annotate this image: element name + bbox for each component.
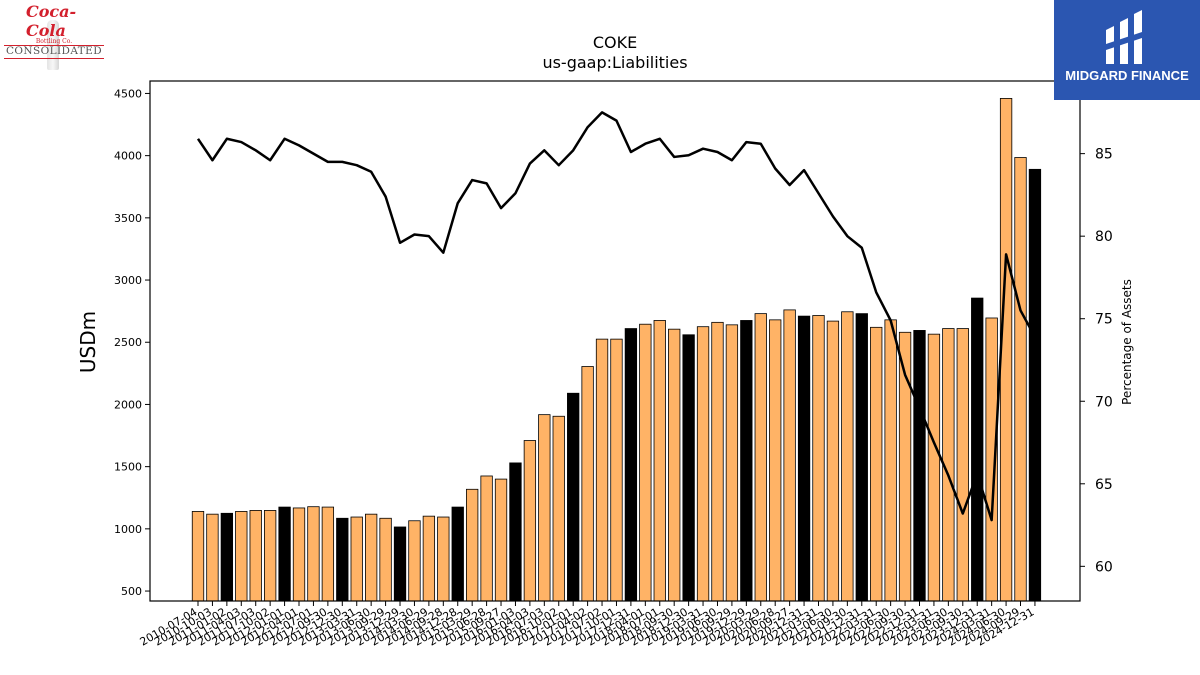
bar — [725, 324, 739, 602]
bar — [552, 415, 565, 602]
bar — [365, 513, 378, 602]
y-tick-label: 4500 — [114, 87, 142, 100]
bar — [336, 517, 349, 602]
bar — [307, 506, 320, 602]
bar — [956, 328, 969, 602]
bar — [509, 462, 522, 602]
bar — [408, 520, 421, 602]
y-tick-label: 1000 — [114, 523, 142, 536]
bar — [682, 334, 695, 602]
bar — [494, 478, 508, 602]
bar — [523, 440, 537, 602]
bar — [466, 488, 479, 602]
bar — [480, 475, 493, 602]
y2-tick-label: 75 — [1095, 312, 1113, 328]
bar — [769, 319, 782, 602]
bar — [711, 321, 724, 602]
bar — [235, 511, 248, 602]
bar — [1014, 157, 1027, 602]
bar — [783, 309, 796, 602]
bar — [812, 315, 825, 602]
bar — [740, 320, 753, 602]
logo-wordmark: CONSOLIDATED — [5, 45, 103, 57]
bar — [393, 526, 407, 602]
bar — [754, 313, 767, 602]
y2-tick-label: 80 — [1095, 229, 1113, 245]
logo-script: Coca-Cola — [26, 2, 77, 40]
bar — [263, 510, 277, 602]
percentage-line — [196, 111, 1037, 522]
bar — [696, 326, 710, 602]
bar — [668, 328, 681, 602]
bar — [292, 507, 306, 602]
bar — [191, 511, 205, 602]
y-tick-label: 2500 — [114, 336, 142, 349]
bar — [321, 506, 335, 602]
y-tick-label: 2000 — [114, 398, 142, 411]
bar — [451, 506, 464, 602]
bar — [927, 333, 941, 602]
y2-tick-label: 65 — [1095, 477, 1113, 493]
bar — [884, 319, 897, 602]
plot-frame — [149, 80, 1081, 602]
y-axis-label: USDm — [76, 311, 100, 373]
midgard-brand-name: MIDGARD FINANCE — [1065, 68, 1189, 83]
bar — [437, 516, 450, 602]
bar — [581, 366, 594, 602]
bar — [379, 517, 392, 602]
y2-tick-label: 85 — [1095, 147, 1113, 163]
y-tick-label: 1500 — [114, 461, 142, 474]
bar — [249, 510, 262, 602]
bar — [913, 330, 926, 602]
bar — [797, 315, 811, 602]
bar — [595, 338, 609, 602]
bar — [206, 513, 219, 602]
bar — [278, 506, 291, 602]
bar — [639, 323, 652, 602]
y-tick-label: 500 — [121, 585, 142, 598]
y-tick-label: 3500 — [114, 212, 142, 225]
y-tick-label: 4000 — [114, 150, 142, 163]
bar — [870, 326, 883, 602]
logo-small-text: Bottling Co. — [35, 38, 73, 45]
bar — [826, 320, 840, 602]
bar — [653, 320, 666, 602]
bar — [567, 392, 580, 602]
y-tick-label: 3000 — [114, 274, 142, 287]
y2-tick-label: 70 — [1095, 394, 1113, 410]
bar — [624, 328, 638, 602]
bar — [220, 512, 234, 602]
bar — [841, 311, 854, 602]
bar — [1028, 168, 1042, 602]
bar — [422, 515, 436, 602]
midgard-mark-icon — [1106, 10, 1142, 64]
chart-title: COKE — [593, 33, 637, 52]
chart-subtitle: us-gaap:Liabilities — [542, 53, 687, 72]
midgard-finance-logo: MIDGARD FINANCE — [1054, 0, 1200, 100]
bar — [350, 516, 363, 602]
y2-axis-label: Percentage of Assets — [1120, 279, 1134, 405]
bar — [610, 338, 623, 602]
y2-tick-label: 60 — [1095, 559, 1113, 575]
bar — [855, 313, 868, 602]
bar — [538, 414, 551, 602]
bar — [971, 297, 984, 602]
coca-cola-consolidated-logo: Coca-Cola Bottling Co. CONSOLIDATED — [2, 2, 106, 72]
